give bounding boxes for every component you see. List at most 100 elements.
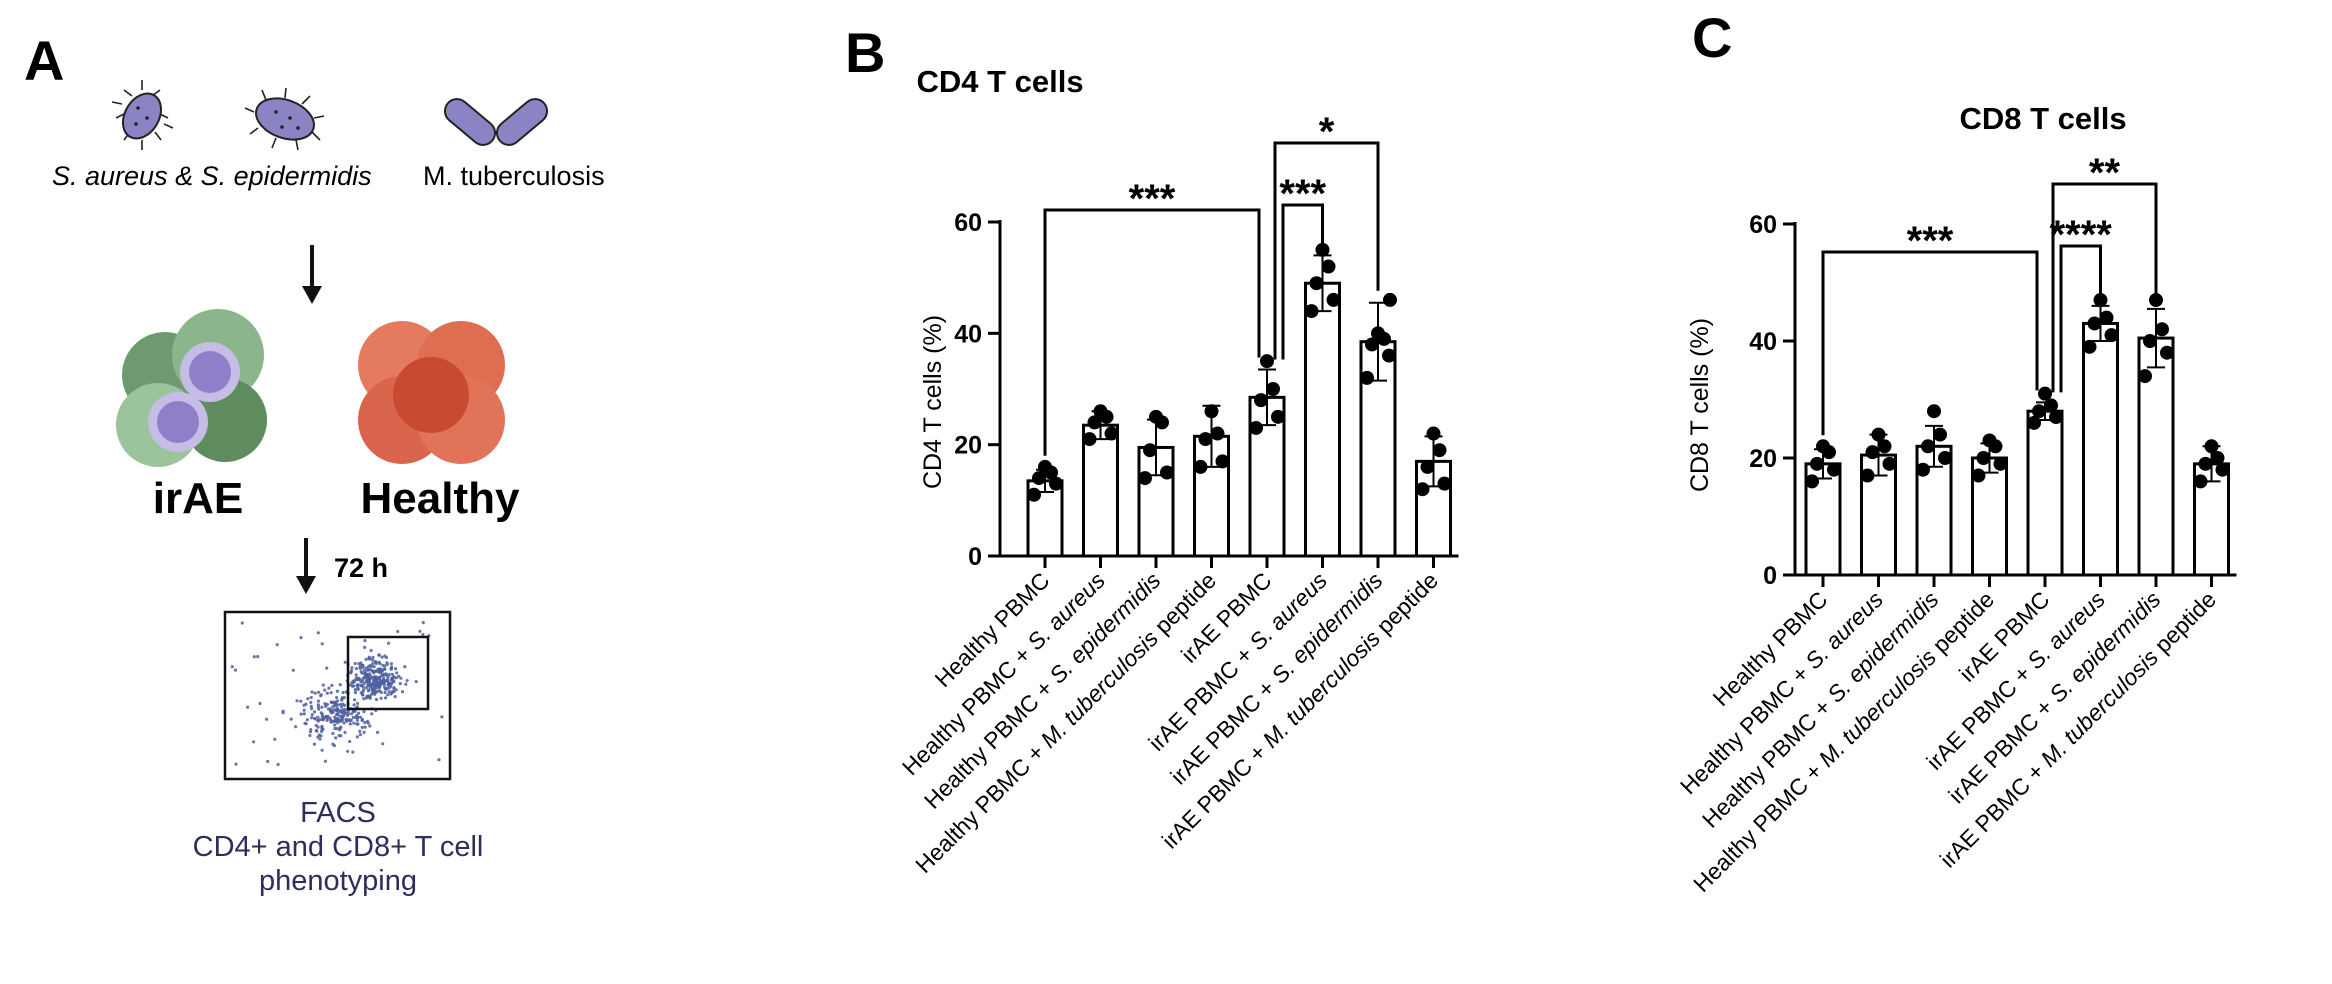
facs-dot — [414, 680, 418, 684]
facs-plot-frame — [223, 610, 452, 781]
facs-dot — [302, 703, 306, 707]
facs-dot — [234, 762, 238, 766]
facs-dot — [299, 699, 303, 703]
facs-dot — [320, 748, 324, 752]
facs-dot — [341, 690, 345, 695]
y-tick-label: 0 — [1763, 562, 1777, 590]
facs-gate — [346, 635, 430, 711]
facs-dot — [331, 701, 335, 705]
data-point — [2138, 369, 2152, 384]
facs-dot — [326, 707, 331, 711]
facs-dot — [368, 724, 372, 728]
facs-dot — [381, 742, 385, 746]
facs-dot — [391, 689, 395, 694]
data-point — [1982, 433, 1997, 448]
facs-dot — [385, 662, 389, 666]
facs-dot — [349, 712, 354, 716]
facs-dot — [357, 662, 361, 666]
facs-dot — [378, 678, 382, 683]
facs-dot — [372, 678, 376, 683]
facs-dot — [319, 711, 323, 715]
facs-dot — [384, 696, 388, 700]
facs-dot — [346, 749, 350, 753]
facs-dot — [319, 693, 323, 697]
x-tick-label: Healthy PBMC + S. epidermidis — [1697, 586, 1944, 833]
facs-dot — [333, 715, 337, 719]
data-point — [2210, 451, 2225, 465]
significance-bracket — [1821, 250, 2039, 436]
data-point — [1326, 292, 1341, 307]
facs-dot — [369, 648, 373, 653]
facs-dot — [342, 721, 346, 725]
facs-dot — [356, 683, 360, 687]
facs-dot — [366, 694, 371, 698]
facs-dot — [340, 710, 344, 714]
data-point — [2204, 439, 2219, 454]
facs-dot — [377, 660, 381, 664]
significance-bracket — [2051, 182, 2158, 393]
data-point — [1143, 443, 1157, 458]
facs-dot — [386, 683, 390, 687]
facs-dot — [258, 701, 262, 706]
facs-dot — [338, 683, 342, 687]
panel-letter-a: A — [24, 29, 64, 92]
facs-dot — [375, 686, 379, 690]
data-point — [1415, 482, 1430, 497]
panel-b-chart: B CD4 T cells CD4 T cells (%) 0 20 40 60 Hea… — [845, 21, 1459, 878]
facs-dot — [378, 675, 382, 680]
data-point — [1210, 426, 1225, 441]
healthy-cell-cluster-icon — [358, 321, 505, 464]
facs-dot — [349, 671, 353, 675]
data-point — [1927, 404, 1941, 419]
facs-dot — [363, 645, 367, 650]
facs-dot — [330, 683, 334, 688]
facs-dot — [390, 672, 394, 676]
facs-dot — [332, 744, 336, 748]
facs-dot — [337, 719, 342, 723]
facs-dot — [404, 682, 408, 686]
facs-dot — [379, 696, 383, 700]
facs-dot — [343, 730, 347, 735]
facs-dot — [358, 665, 362, 669]
bar — [1304, 281, 1341, 558]
facs-dot — [306, 697, 310, 701]
facs-dot — [266, 759, 270, 764]
facs-dot — [265, 717, 269, 721]
significance-bracket — [2059, 244, 2102, 393]
facs-dot — [373, 683, 377, 687]
facs-dot — [309, 704, 313, 708]
facs-dot — [360, 718, 365, 722]
facs-dot — [313, 691, 317, 695]
facs-dot — [382, 667, 386, 671]
facs-dot — [360, 671, 364, 675]
facs-dot — [389, 667, 393, 671]
data-point — [1938, 451, 1952, 465]
facs-dot — [371, 658, 375, 662]
facs-dot — [379, 668, 383, 672]
facs-dot — [361, 677, 365, 681]
staph-aureus-icon — [111, 80, 174, 150]
facs-dot — [350, 666, 354, 670]
facs-dot — [320, 642, 324, 646]
facs-dot — [363, 676, 367, 680]
facs-dot — [333, 726, 337, 731]
staph-epidermidis-icon — [244, 87, 325, 151]
facs-dot — [386, 675, 390, 679]
significance-label: *** — [1279, 172, 1326, 216]
data-point — [1093, 404, 1108, 419]
facs-dot — [400, 690, 405, 694]
facs-dot — [308, 730, 313, 734]
facs-dot — [316, 715, 320, 719]
data-point — [1198, 432, 1213, 447]
facs-dot — [318, 718, 322, 722]
data-point — [1271, 409, 1285, 424]
data-point — [1993, 456, 2008, 471]
facs-dot — [368, 683, 372, 688]
data-point — [2215, 462, 2230, 477]
data-point — [1860, 468, 1875, 483]
facs-dot — [317, 733, 321, 737]
y-axis-label-cd8: CD8 T cells (%) — [1686, 318, 1714, 492]
facs-dot — [314, 728, 318, 733]
facs-dot — [373, 660, 377, 664]
